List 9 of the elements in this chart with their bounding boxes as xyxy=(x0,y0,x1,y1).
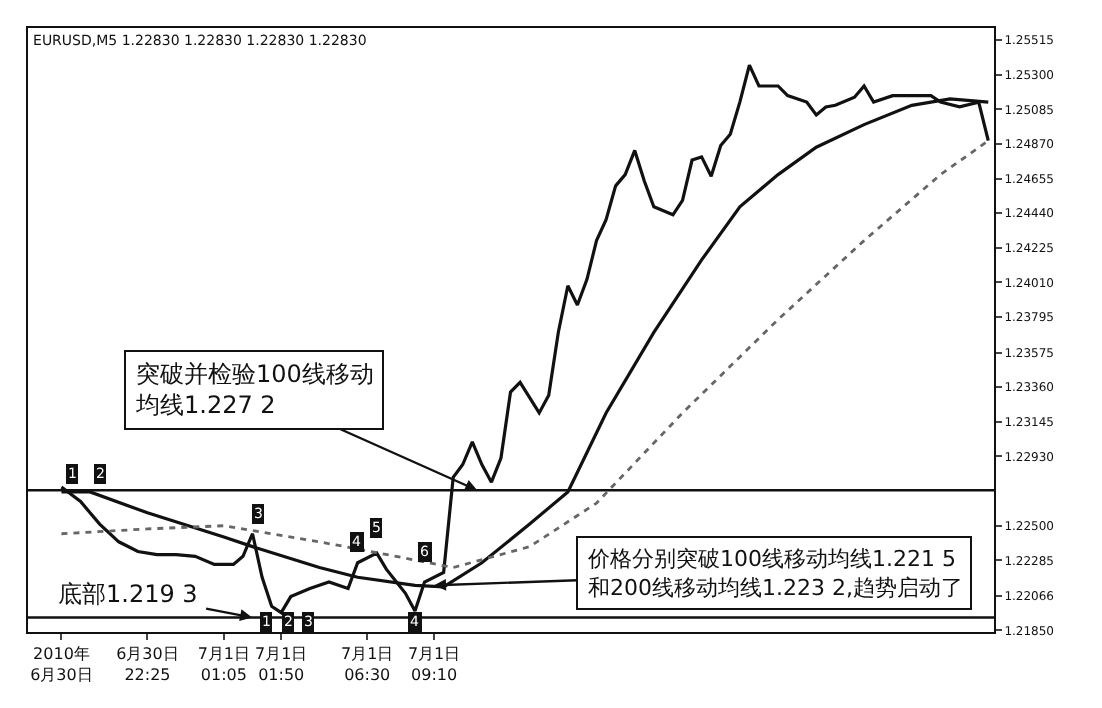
x-tick-label: 7月1日 09:10 xyxy=(407,645,461,684)
x-tick-label: 7月1日 01:50 xyxy=(255,645,308,684)
x-tick-label: 7月1日 01:05 xyxy=(197,645,251,684)
x-tick-label: 6月30日 22:25 xyxy=(116,645,179,684)
x-tick-label: 7月1日 06:30 xyxy=(341,645,394,684)
annotation: 价格分别突破100线移动均线1.221 5和200线移动均线1.223 2,趋势启动了 xyxy=(586,546,963,601)
annotation: 突破并检验100线移动均线1.227 2 xyxy=(134,360,374,420)
annotation: 底部1.219 3 xyxy=(58,580,198,608)
x-tick-label: 2010年 6月30日 xyxy=(30,645,93,684)
